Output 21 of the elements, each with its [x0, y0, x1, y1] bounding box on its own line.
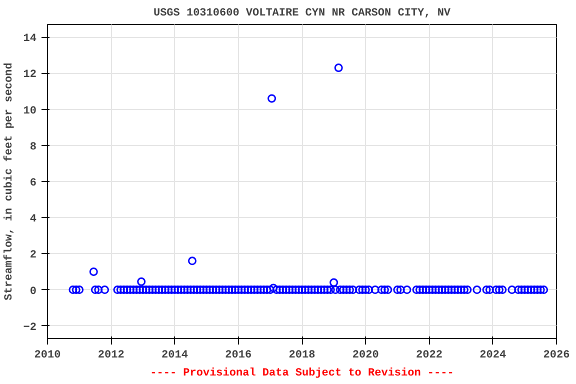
y-tick-label: 2	[30, 250, 37, 262]
x-tick-label: 2014	[162, 350, 188, 362]
y-tick-label: 8	[30, 141, 37, 154]
y-tick-label: 14	[23, 33, 37, 46]
y-tick-label: 6	[30, 178, 37, 190]
x-tick-label: 2026	[543, 350, 570, 362]
chart-title: USGS 10310600 VOLTAIRE CYN NR CARSON CITY, NV	[153, 8, 451, 20]
x-tick-label: 2018	[288, 350, 316, 362]
y-axis-title: Streamflow, in cubic feet per second	[2, 62, 16, 300]
y-tick-label: 0	[30, 286, 37, 298]
x-tick-label: 2024	[480, 350, 506, 362]
x-tick-label: 2012	[98, 350, 124, 362]
x-tick-label: 2020	[352, 350, 379, 362]
y-tick-label: −2	[23, 322, 36, 334]
text: ---- Provisional Data Subject to Revision ----	[150, 368, 454, 380]
y-tick-label: 4	[30, 214, 37, 226]
y-tick-label: 12	[23, 69, 36, 82]
x-tick-label: 2010	[34, 350, 61, 362]
y-tick-label: 10	[23, 105, 36, 118]
x-tick-label: 2016	[225, 350, 252, 362]
x-tick-label: 2022	[416, 350, 442, 362]
